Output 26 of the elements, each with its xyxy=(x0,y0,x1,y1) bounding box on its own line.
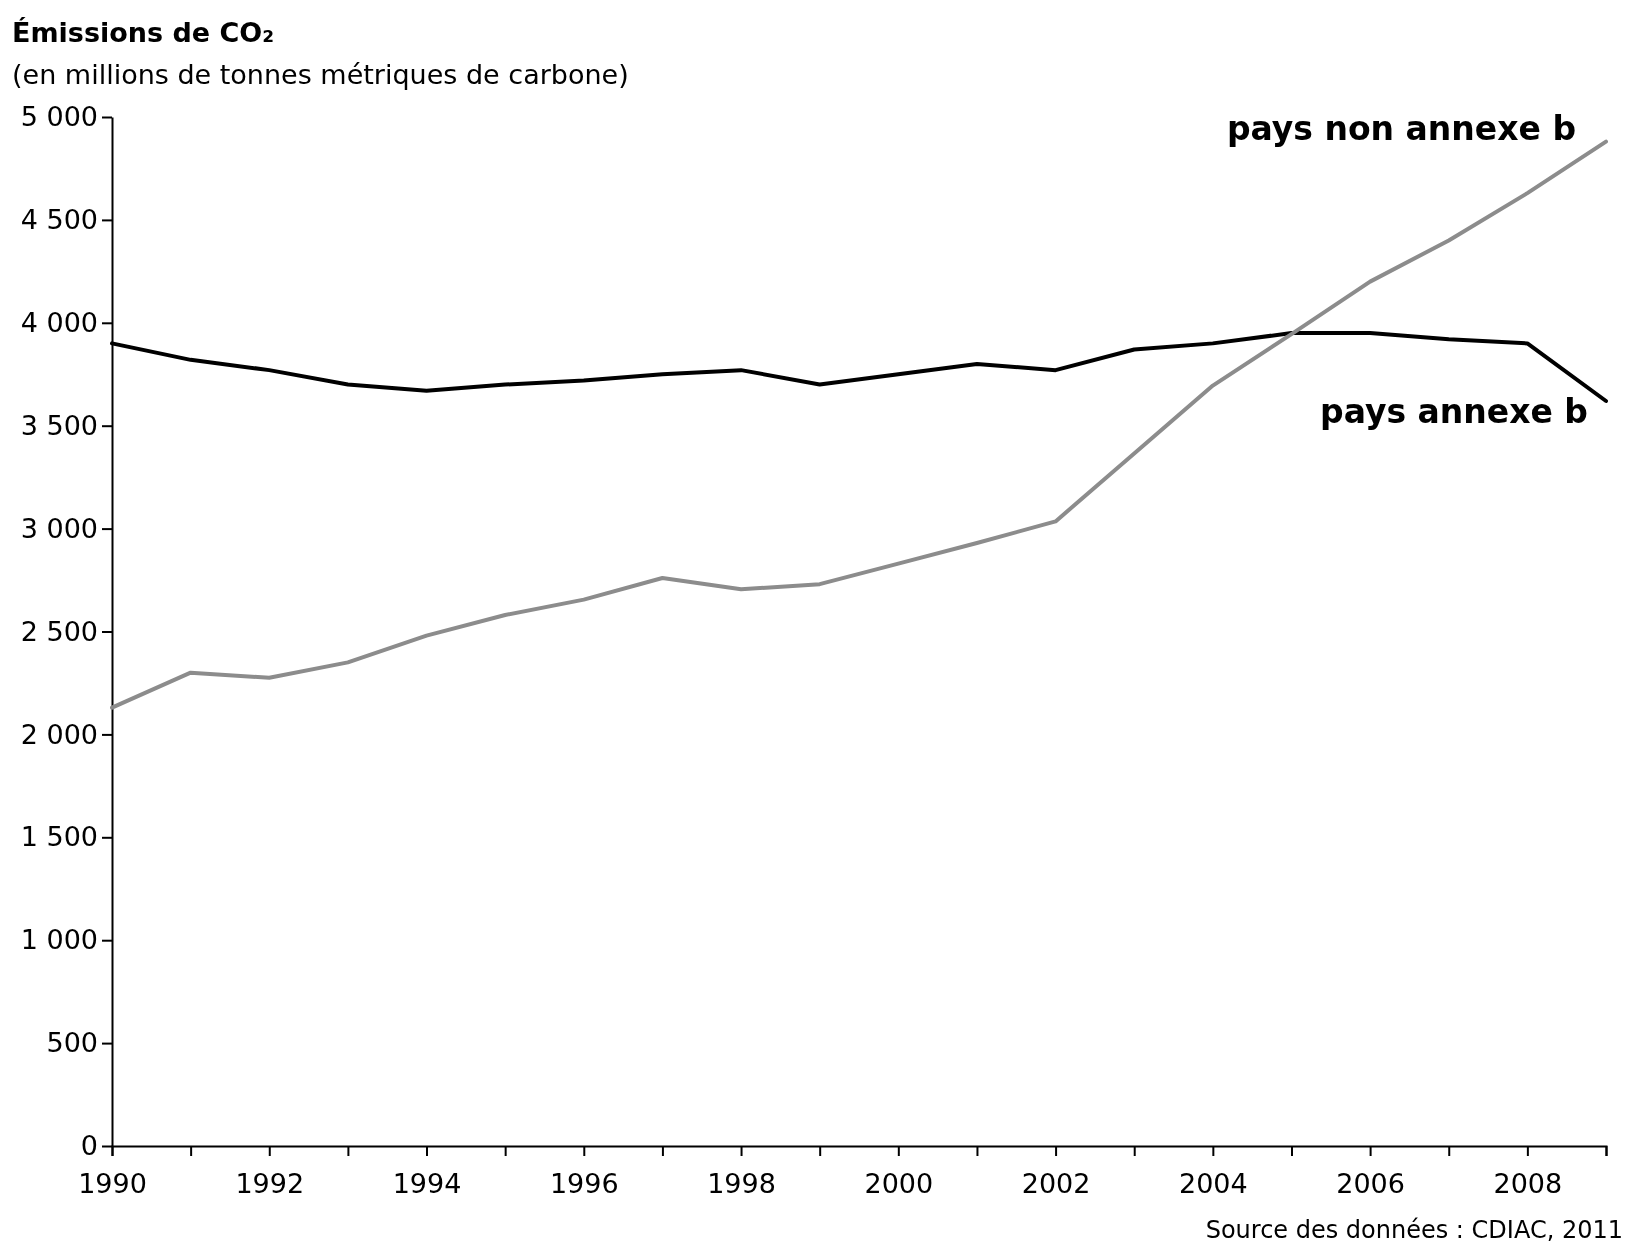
x-tick-label: 1994 xyxy=(392,1168,462,1200)
x-tick-label: 2008 xyxy=(1493,1168,1563,1200)
x-tick-label: 2006 xyxy=(1336,1168,1405,1200)
y-tick-label: 3 500 xyxy=(20,409,98,441)
x-tick-label: 1998 xyxy=(707,1168,776,1200)
y-tick-label: 5 000 xyxy=(20,101,98,133)
y-tick-label: 1 500 xyxy=(20,821,98,853)
x-tick-label: 1992 xyxy=(235,1168,305,1200)
x-tick-label: 2004 xyxy=(1178,1168,1248,1200)
x-tick-label: 2000 xyxy=(864,1168,934,1200)
y-tick-label: 4 000 xyxy=(20,306,98,338)
y-tick-label: 3 000 xyxy=(20,512,98,544)
x-tick-label: 1996 xyxy=(549,1168,619,1200)
y-tick-label: 4 500 xyxy=(20,204,98,236)
y-tick-label: 2 000 xyxy=(20,718,98,750)
y-tick-label: 0 xyxy=(80,1130,98,1162)
x-tick-label: 2002 xyxy=(1021,1168,1091,1200)
chart-subtitle: (en millions de tonnes métriques de carbone) xyxy=(12,59,629,90)
source-note: Source des données : CDIAC, 2011 xyxy=(1205,1216,1623,1244)
y-tick-label: 500 xyxy=(46,1027,98,1059)
y-tick-label: 1 000 xyxy=(20,924,98,956)
series-label: pays annexe b xyxy=(1320,392,1588,431)
chart-title: Émissions de CO₂ xyxy=(12,17,275,48)
series-label: pays non annexe b xyxy=(1226,108,1576,148)
y-tick-label: 2 500 xyxy=(20,615,98,647)
x-tick-label: 1990 xyxy=(78,1168,147,1200)
